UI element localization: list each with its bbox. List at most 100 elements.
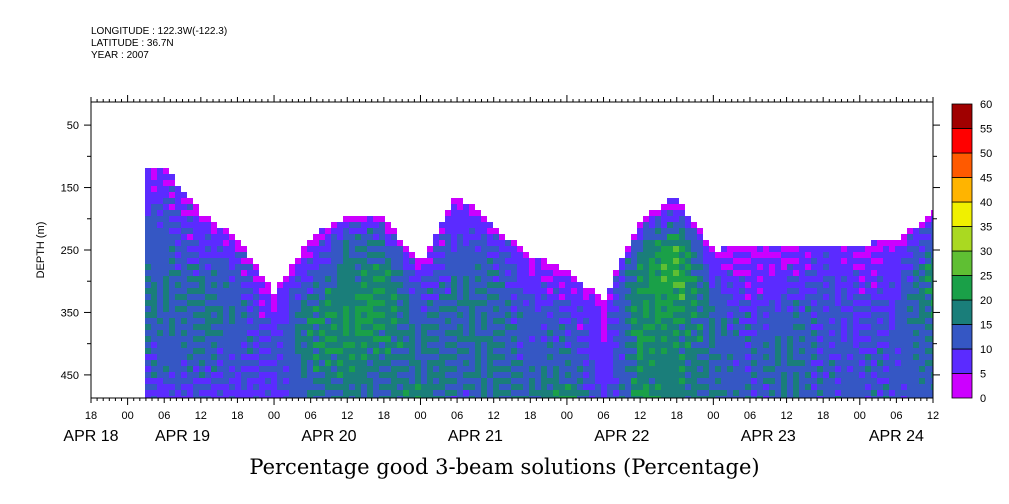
x-tick-label: 18: [524, 410, 536, 422]
heatmap-cell: [163, 390, 169, 396]
heatmap-cell: [355, 324, 361, 330]
heatmap-cell: [625, 360, 631, 366]
heatmap-cell: [475, 354, 481, 360]
heatmap-cell: [403, 264, 409, 270]
heatmap-cell: [481, 336, 487, 342]
heatmap-cell: [859, 390, 865, 396]
heatmap-cell: [343, 270, 349, 276]
heatmap-cell: [325, 378, 331, 384]
heatmap-cell: [193, 234, 199, 240]
heatmap-cell: [691, 300, 697, 306]
heatmap-cell: [895, 318, 901, 324]
heatmap-cell: [361, 390, 367, 396]
heatmap-cell: [181, 366, 187, 372]
heatmap-cell: [505, 294, 511, 300]
heatmap-cell: [847, 270, 853, 276]
heatmap-cell: [721, 276, 727, 282]
heatmap-cell: [475, 276, 481, 282]
colorbar-swatch: [951, 373, 973, 399]
heatmap-cell: [805, 312, 811, 318]
heatmap-cell: [295, 384, 301, 390]
heatmap-cell: [187, 396, 193, 398]
heatmap-cell: [499, 342, 505, 348]
heatmap-cell: [823, 324, 829, 330]
heatmap-cell: [181, 330, 187, 336]
heatmap-cell: [643, 240, 649, 246]
heatmap-cell: [625, 396, 631, 398]
heatmap-cell: [901, 354, 907, 360]
heatmap-cell: [193, 324, 199, 330]
heatmap-cell: [661, 228, 667, 234]
heatmap-cell: [865, 354, 871, 360]
heatmap-cell: [493, 228, 499, 234]
heatmap-cell: [301, 336, 307, 342]
heatmap-cell: [445, 360, 451, 366]
heatmap-cell: [493, 252, 499, 258]
heatmap-cell: [271, 318, 277, 324]
heatmap-cell: [469, 366, 475, 372]
heatmap-cell: [679, 216, 685, 222]
heatmap-cell: [733, 366, 739, 372]
heatmap-cell: [883, 276, 889, 282]
heatmap-cell: [571, 330, 577, 336]
heatmap-cell: [799, 378, 805, 384]
heatmap-cell: [877, 336, 883, 342]
heatmap-cell: [181, 378, 187, 384]
heatmap-cell: [361, 384, 367, 390]
heatmap-cell: [223, 234, 229, 240]
heatmap-cell: [523, 354, 529, 360]
heatmap-cell: [913, 324, 919, 330]
heatmap-cell: [433, 300, 439, 306]
heatmap-cell: [379, 354, 385, 360]
heatmap-cell: [787, 282, 793, 288]
heatmap-cell: [265, 354, 271, 360]
heatmap-cell: [733, 246, 739, 252]
heatmap-cell: [673, 288, 679, 294]
heatmap-cell: [157, 240, 163, 246]
heatmap-cell: [295, 270, 301, 276]
heatmap-cell: [913, 300, 919, 306]
heatmap-cell: [343, 228, 349, 234]
heatmap-cell: [175, 390, 181, 396]
heatmap-cell: [523, 366, 529, 372]
heatmap-cell: [469, 372, 475, 378]
heatmap-cell: [763, 390, 769, 396]
heatmap-cell: [325, 348, 331, 354]
heatmap-cell: [193, 366, 199, 372]
heatmap-cell: [259, 360, 265, 366]
heatmap-cell: [877, 378, 883, 384]
heatmap-cell: [181, 228, 187, 234]
heatmap-cell: [751, 258, 757, 264]
heatmap-cell: [403, 306, 409, 312]
heatmap-cell: [505, 318, 511, 324]
heatmap-cell: [679, 240, 685, 246]
heatmap-cell: [703, 324, 709, 330]
heatmap-cell: [625, 288, 631, 294]
heatmap-cell: [535, 360, 541, 366]
heatmap-cell: [619, 306, 625, 312]
heatmap-cell: [697, 342, 703, 348]
heatmap-cell: [169, 318, 175, 324]
heatmap-cell: [607, 342, 613, 348]
heatmap-cell: [577, 300, 583, 306]
heatmap-cell: [769, 282, 775, 288]
heatmap-cell: [169, 282, 175, 288]
heatmap-cell: [595, 348, 601, 354]
heatmap-cell: [205, 366, 211, 372]
heatmap-cell: [817, 324, 823, 330]
heatmap-cell: [931, 378, 933, 384]
heatmap-cell: [847, 246, 853, 252]
heatmap-cell: [679, 258, 685, 264]
heatmap-cell: [151, 216, 157, 222]
heatmap-cell: [787, 390, 793, 396]
heatmap-cell: [487, 234, 493, 240]
heatmap-cell: [811, 396, 817, 398]
heatmap-cell: [235, 258, 241, 264]
heatmap-cell: [265, 384, 271, 390]
heatmap-cell: [535, 318, 541, 324]
heatmap-cell: [787, 348, 793, 354]
heatmap-cell: [817, 360, 823, 366]
heatmap-cell: [433, 396, 439, 398]
heatmap-cell: [289, 294, 295, 300]
heatmap-cell: [199, 288, 205, 294]
